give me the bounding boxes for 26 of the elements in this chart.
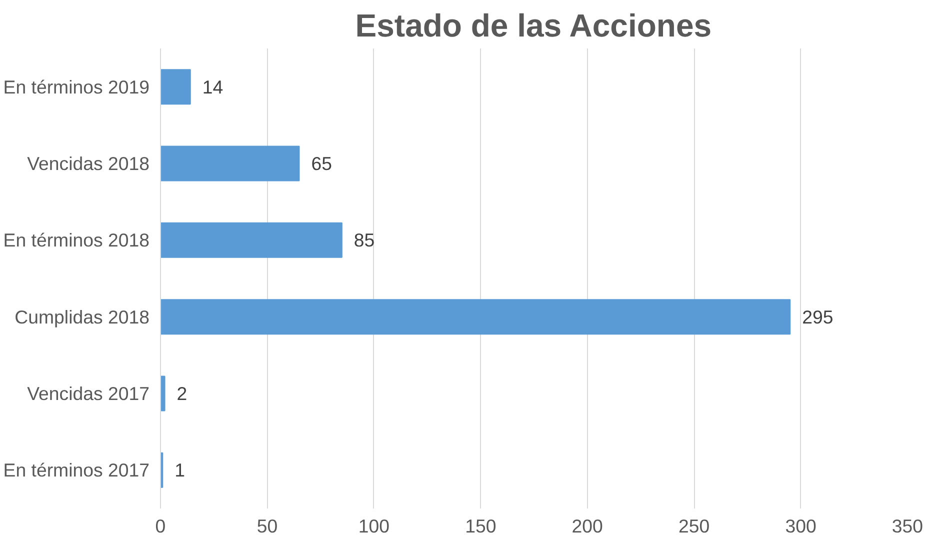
x-tick-label: 150 bbox=[465, 516, 496, 535]
data-label: 14 bbox=[202, 76, 224, 98]
bar bbox=[160, 376, 166, 412]
y-tick-label: Vencidas 2017 bbox=[27, 383, 150, 404]
x-tick-label: 0 bbox=[155, 516, 166, 535]
data-label: 65 bbox=[311, 153, 332, 174]
x-tick-label: 250 bbox=[678, 516, 710, 535]
x-tick-label: 300 bbox=[785, 516, 816, 535]
bar bbox=[160, 222, 342, 258]
data-label: 1 bbox=[174, 460, 186, 481]
y-tick-label: En términos 2018 bbox=[3, 230, 150, 251]
y-tick-label: Vencidas 2018 bbox=[27, 153, 150, 174]
x-tick-label: 350 bbox=[892, 516, 924, 535]
data-label: 295 bbox=[802, 306, 834, 328]
y-tick-label: Cumplidas 2018 bbox=[14, 306, 150, 328]
data-label: 2 bbox=[176, 383, 188, 404]
x-tick-label: 50 bbox=[256, 516, 278, 535]
x-tick-label: 200 bbox=[572, 516, 603, 535]
bar bbox=[160, 69, 191, 105]
bar bbox=[160, 299, 791, 335]
chart-title: Estado de las Acciones bbox=[355, 8, 712, 44]
x-tick-label: 100 bbox=[358, 516, 390, 535]
data-label: 85 bbox=[354, 230, 375, 251]
y-tick-label: En términos 2017 bbox=[3, 460, 150, 481]
y-tick-label: En términos 2019 bbox=[3, 76, 150, 98]
bar bbox=[160, 146, 300, 182]
